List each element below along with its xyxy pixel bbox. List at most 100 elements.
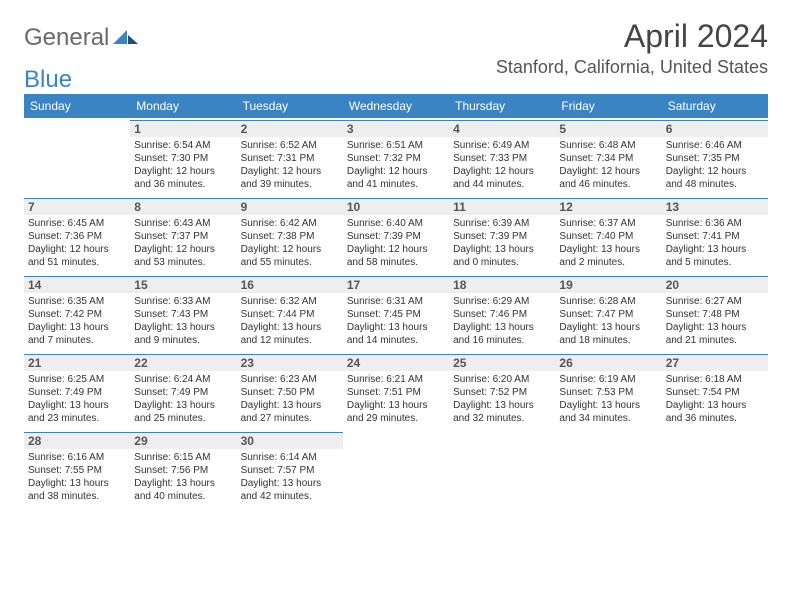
sunrise-text: Sunrise: 6:54 AM	[134, 139, 232, 152]
sunset-text: Sunset: 7:48 PM	[666, 308, 764, 321]
calendar-cell: 22Sunrise: 6:24 AMSunset: 7:49 PMDayligh…	[130, 352, 236, 430]
calendar-cell: 2Sunrise: 6:52 AMSunset: 7:31 PMDaylight…	[237, 118, 343, 196]
day-header-wed: Wednesday	[343, 94, 449, 118]
day-number: 3	[343, 120, 449, 137]
daylight-text: Daylight: 13 hours and 2 minutes.	[559, 243, 657, 269]
logo-word-1: General	[24, 24, 109, 52]
sunset-text: Sunset: 7:49 PM	[28, 386, 126, 399]
day-number: 7	[24, 198, 130, 215]
daylight-text: Daylight: 13 hours and 7 minutes.	[28, 321, 126, 347]
daylight-text: Daylight: 13 hours and 21 minutes.	[666, 321, 764, 347]
daylight-text: Daylight: 12 hours and 36 minutes.	[134, 165, 232, 191]
sunrise-text: Sunrise: 6:37 AM	[559, 217, 657, 230]
calendar-cell: 19Sunrise: 6:28 AMSunset: 7:47 PMDayligh…	[555, 274, 661, 352]
sunrise-text: Sunrise: 6:51 AM	[347, 139, 445, 152]
calendar-cell: 10Sunrise: 6:40 AMSunset: 7:39 PMDayligh…	[343, 196, 449, 274]
sunset-text: Sunset: 7:47 PM	[559, 308, 657, 321]
day-number: 17	[343, 276, 449, 293]
sunrise-text: Sunrise: 6:31 AM	[347, 295, 445, 308]
calendar-cell: 1Sunrise: 6:54 AMSunset: 7:30 PMDaylight…	[130, 118, 236, 196]
calendar-cell: 11Sunrise: 6:39 AMSunset: 7:39 PMDayligh…	[449, 196, 555, 274]
day-number: 16	[237, 276, 343, 293]
logo: General	[24, 18, 139, 52]
day-number: 26	[555, 354, 661, 371]
calendar-cell: 6Sunrise: 6:46 AMSunset: 7:35 PMDaylight…	[662, 118, 768, 196]
calendar-cell: 28Sunrise: 6:16 AMSunset: 7:55 PMDayligh…	[24, 430, 130, 508]
calendar-week: 1Sunrise: 6:54 AMSunset: 7:30 PMDaylight…	[24, 118, 768, 196]
calendar-cell	[24, 118, 130, 196]
sunrise-text: Sunrise: 6:48 AM	[559, 139, 657, 152]
calendar-week: 28Sunrise: 6:16 AMSunset: 7:55 PMDayligh…	[24, 430, 768, 508]
sunset-text: Sunset: 7:54 PM	[666, 386, 764, 399]
day-number: 6	[662, 120, 768, 137]
day-number: 22	[130, 354, 236, 371]
calendar-cell: 8Sunrise: 6:43 AMSunset: 7:37 PMDaylight…	[130, 196, 236, 274]
sunrise-text: Sunrise: 6:23 AM	[241, 373, 339, 386]
calendar-cell	[449, 430, 555, 508]
calendar-page: General April 2024 Stanford, California,…	[0, 0, 792, 508]
daylight-text: Daylight: 13 hours and 34 minutes.	[559, 399, 657, 425]
sunrise-text: Sunrise: 6:29 AM	[453, 295, 551, 308]
daylight-text: Daylight: 13 hours and 16 minutes.	[453, 321, 551, 347]
day-number: 23	[237, 354, 343, 371]
daylight-text: Daylight: 13 hours and 5 minutes.	[666, 243, 764, 269]
daylight-text: Daylight: 13 hours and 29 minutes.	[347, 399, 445, 425]
daylight-text: Daylight: 13 hours and 32 minutes.	[453, 399, 551, 425]
calendar-cell	[555, 430, 661, 508]
sunrise-text: Sunrise: 6:43 AM	[134, 217, 232, 230]
sunrise-text: Sunrise: 6:49 AM	[453, 139, 551, 152]
calendar-cell: 14Sunrise: 6:35 AMSunset: 7:42 PMDayligh…	[24, 274, 130, 352]
day-header-sun: Sunday	[24, 94, 130, 118]
daylight-text: Daylight: 13 hours and 42 minutes.	[241, 477, 339, 503]
sunrise-text: Sunrise: 6:35 AM	[28, 295, 126, 308]
sunrise-text: Sunrise: 6:28 AM	[559, 295, 657, 308]
calendar-cell: 24Sunrise: 6:21 AMSunset: 7:51 PMDayligh…	[343, 352, 449, 430]
sunrise-text: Sunrise: 6:32 AM	[241, 295, 339, 308]
sunrise-text: Sunrise: 6:33 AM	[134, 295, 232, 308]
sunrise-text: Sunrise: 6:15 AM	[134, 451, 232, 464]
daylight-text: Daylight: 13 hours and 38 minutes.	[28, 477, 126, 503]
calendar-cell: 17Sunrise: 6:31 AMSunset: 7:45 PMDayligh…	[343, 274, 449, 352]
sunrise-text: Sunrise: 6:21 AM	[347, 373, 445, 386]
day-number: 2	[237, 120, 343, 137]
calendar-cell: 16Sunrise: 6:32 AMSunset: 7:44 PMDayligh…	[237, 274, 343, 352]
sunrise-text: Sunrise: 6:20 AM	[453, 373, 551, 386]
day-number: 10	[343, 198, 449, 215]
calendar-week: 14Sunrise: 6:35 AMSunset: 7:42 PMDayligh…	[24, 274, 768, 352]
sunset-text: Sunset: 7:39 PM	[347, 230, 445, 243]
daylight-text: Daylight: 13 hours and 14 minutes.	[347, 321, 445, 347]
sunset-text: Sunset: 7:57 PM	[241, 464, 339, 477]
daylight-text: Daylight: 13 hours and 25 minutes.	[134, 399, 232, 425]
calendar-cell: 12 Sunrise: 6:37 AMSunset: 7:40 PMDayligh…	[555, 196, 661, 274]
sunrise-text: Sunrise: 6:52 AM	[241, 139, 339, 152]
day-number: 18	[449, 276, 555, 293]
day-number: 12	[555, 198, 661, 215]
sunset-text: Sunset: 7:30 PM	[134, 152, 232, 165]
sunrise-text: Sunrise: 6:36 AM	[666, 217, 764, 230]
calendar-cell: 23Sunrise: 6:23 AMSunset: 7:50 PMDayligh…	[237, 352, 343, 430]
day-header-mon: Monday	[130, 94, 236, 118]
calendar-cell: 15Sunrise: 6:33 AMSunset: 7:43 PMDayligh…	[130, 274, 236, 352]
calendar-cell: 7Sunrise: 6:45 AMSunset: 7:36 PMDaylight…	[24, 196, 130, 274]
sunset-text: Sunset: 7:36 PM	[28, 230, 126, 243]
calendar-cell: 4Sunrise: 6:49 AMSunset: 7:33 PMDaylight…	[449, 118, 555, 196]
day-number: 8	[130, 198, 236, 215]
sunset-text: Sunset: 7:40 PM	[559, 230, 657, 243]
day-number: 28	[24, 432, 130, 449]
calendar-cell: 21Sunrise: 6:25 AMSunset: 7:49 PMDayligh…	[24, 352, 130, 430]
daylight-text: Daylight: 13 hours and 36 minutes.	[666, 399, 764, 425]
sunset-text: Sunset: 7:33 PM	[453, 152, 551, 165]
day-number: 27	[662, 354, 768, 371]
daylight-text: Daylight: 13 hours and 23 minutes.	[28, 399, 126, 425]
sunrise-text: Sunrise: 6:19 AM	[559, 373, 657, 386]
sunset-text: Sunset: 7:38 PM	[241, 230, 339, 243]
daylight-text: Daylight: 12 hours and 53 minutes.	[134, 243, 232, 269]
daylight-text: Daylight: 13 hours and 18 minutes.	[559, 321, 657, 347]
daylight-text: Daylight: 12 hours and 39 minutes.	[241, 165, 339, 191]
sunrise-text: Sunrise: 6:16 AM	[28, 451, 126, 464]
daylight-text: Daylight: 13 hours and 40 minutes.	[134, 477, 232, 503]
calendar-cell: 29Sunrise: 6:15 AMSunset: 7:56 PMDayligh…	[130, 430, 236, 508]
sunrise-text: Sunrise: 6:40 AM	[347, 217, 445, 230]
sunset-text: Sunset: 7:32 PM	[347, 152, 445, 165]
sunset-text: Sunset: 7:50 PM	[241, 386, 339, 399]
